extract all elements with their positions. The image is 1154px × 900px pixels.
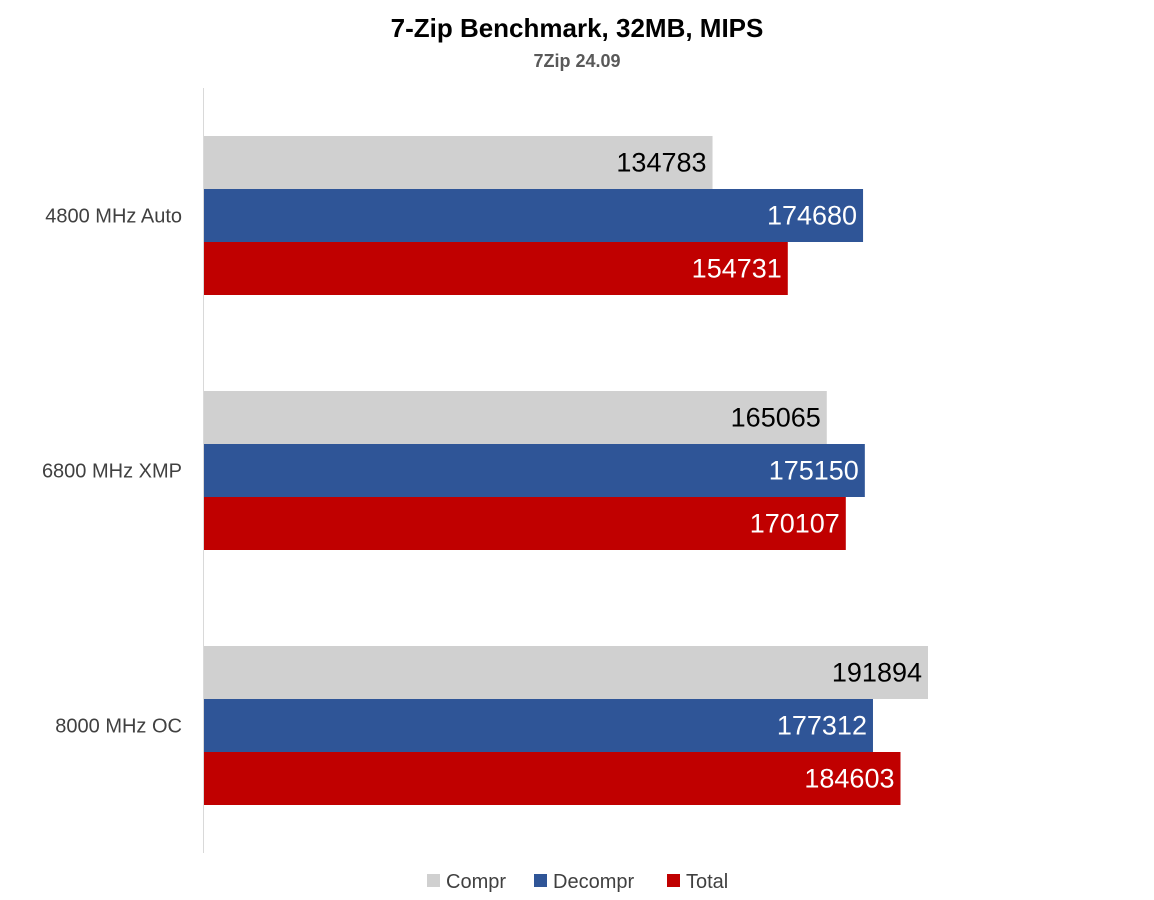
chart-title: 7-Zip Benchmark, 32MB, MIPS — [391, 13, 764, 43]
legend-swatch-decompr — [534, 874, 547, 887]
data-label: 184603 — [804, 764, 894, 794]
bar-compr — [204, 136, 713, 189]
category-label: 6800 MHz XMP — [42, 461, 182, 483]
chart-subtitle: 7Zip 24.09 — [533, 51, 620, 71]
data-label: 134783 — [616, 148, 706, 178]
bar-decompr — [204, 189, 864, 242]
data-label: 165065 — [731, 403, 821, 433]
data-label: 170107 — [750, 509, 840, 539]
legend-swatch-compr — [427, 874, 440, 887]
data-label: 154731 — [692, 254, 782, 284]
data-label: 174680 — [767, 201, 857, 231]
plot-area: 4800 MHz Auto 134783 174680 154731 6800 MHz … — [42, 136, 928, 805]
legend-label-compr: Compr — [446, 871, 506, 893]
legend: Compr Decompr Total — [427, 871, 728, 893]
category-label: 8000 MHz OC — [55, 716, 182, 738]
data-label: 175150 — [769, 456, 859, 486]
legend-swatch-total — [667, 874, 680, 887]
legend-label-total: Total — [686, 871, 728, 893]
bar-decompr — [204, 444, 865, 497]
data-label: 191894 — [832, 658, 922, 688]
legend-label-decompr: Decompr — [553, 871, 634, 893]
bar-decompr — [204, 699, 873, 752]
bar-compr — [204, 391, 827, 444]
category-label: 4800 MHz Auto — [45, 206, 182, 228]
bar-total — [204, 242, 788, 295]
data-label: 177312 — [777, 711, 867, 741]
bar-compr — [204, 646, 928, 699]
bar-total — [204, 497, 846, 550]
bar-total — [204, 752, 901, 805]
